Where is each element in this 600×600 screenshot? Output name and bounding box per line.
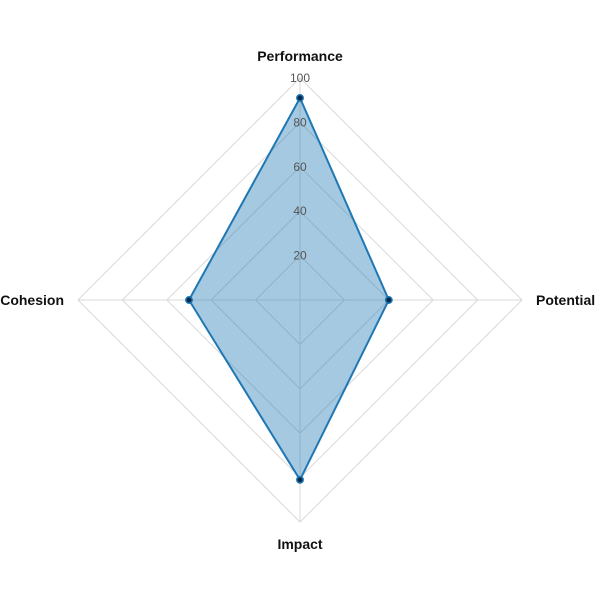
axis-label-potential: Potential [536,292,595,308]
tick-label-60: 60 [293,160,307,174]
series-area [188,96,390,481]
series-layer [185,94,393,484]
tick-label-40: 40 [293,204,307,218]
tick-label-20: 20 [293,249,307,263]
axis-labels: Performance Potential Impact Cohesion [0,48,595,552]
axis-label-performance: Performance [257,48,343,64]
data-point-impact[interactable] [296,475,304,484]
data-point-performance[interactable] [296,94,304,102]
tick-label-80: 80 [293,115,307,129]
tick-labels: 20 40 60 80 100 [290,71,310,263]
axis-label-cohesion: Cohesion [0,292,64,308]
data-point-cohesion[interactable] [185,296,193,304]
tick-label-100: 100 [290,71,310,85]
data-point-potential[interactable] [384,296,393,304]
axis-label-impact: Impact [277,536,322,552]
